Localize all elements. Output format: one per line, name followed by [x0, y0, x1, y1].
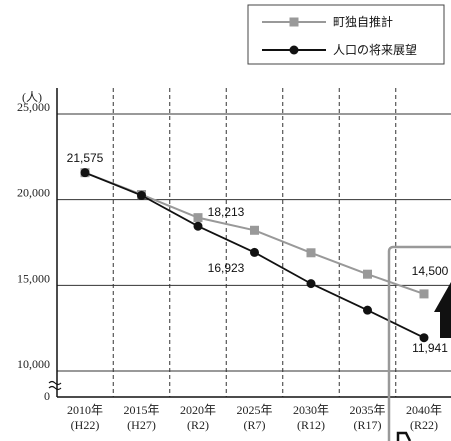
series-point-square — [193, 213, 203, 223]
data-label: 21,575 — [67, 151, 104, 165]
x-tick-era: (R7) — [244, 418, 266, 432]
series-point-square — [306, 248, 316, 258]
x-tick-era: (R2) — [187, 418, 209, 432]
y-unit-label: (人) — [22, 90, 42, 104]
x-tick-year: 2015年 — [123, 403, 159, 417]
series-point-square — [250, 225, 259, 235]
series-point-circle — [306, 279, 316, 289]
series-point-circle — [419, 333, 429, 343]
decorations — [48, 245, 451, 441]
series-point-circle — [137, 190, 146, 200]
highlight-box — [387, 245, 451, 441]
x-tick-era: (R12) — [297, 418, 325, 432]
data-label: 16,923 — [208, 261, 245, 275]
series-point-square — [363, 269, 372, 279]
x-tick-year: 2040年 — [406, 403, 442, 417]
legend-marker-square — [289, 17, 299, 27]
horizontal-gridlines — [57, 113, 451, 372]
axis-break-mark — [48, 380, 62, 391]
y-tick-labels: 25,000 20,000 15,000 10,000 0 (人) — [17, 90, 50, 403]
data-label: 11,941 — [412, 341, 448, 355]
y-tick-label: 15,000 — [17, 271, 50, 285]
series-point-circle — [193, 221, 203, 231]
x-tick-year: 2035年 — [349, 403, 385, 417]
legend-label-0: 町独自推計 — [333, 14, 393, 29]
series-point-square — [419, 289, 429, 299]
y-tick-label: 0 — [44, 389, 50, 403]
series-point-circle — [363, 305, 372, 315]
up-arrow-shape — [434, 282, 451, 338]
x-tick-year: 2010年 — [67, 403, 103, 417]
vertical-gridlines — [112, 88, 397, 397]
legend-label-1: 人口の将来展望 — [333, 43, 417, 57]
x-tick-era: (R22) — [410, 418, 438, 432]
y-tick-label: 25,000 — [17, 100, 50, 114]
axes — [56, 88, 451, 398]
legend-marker-circle — [289, 45, 299, 55]
down-arrow-shape — [396, 431, 412, 441]
x-tick-era: (H27) — [127, 418, 156, 432]
series-layer — [80, 168, 429, 343]
x-tick-labels: 2010年(H22) 2015年(H27) 2020年(R2) 2025年(R7) 20… — [67, 403, 442, 432]
y-tick-label: 20,000 — [17, 186, 50, 200]
x-tick-era: (R17) — [354, 418, 382, 432]
y-tick-label: 10,000 — [17, 357, 50, 371]
data-label: 14,500 — [412, 264, 449, 278]
legend-box — [247, 4, 445, 65]
x-tick-year: 2020年 — [180, 403, 216, 417]
series-point-circle — [250, 247, 259, 257]
x-tick-year: 2025年 — [236, 403, 272, 417]
series-point-circle — [80, 168, 90, 178]
data-label: 18,213 — [208, 205, 245, 219]
x-tick-era: (H22) — [71, 418, 100, 432]
x-tick-year: 2030年 — [293, 403, 329, 417]
data-labels: 21,575 18,213 14,500 16,923 11,941 — [67, 151, 449, 355]
